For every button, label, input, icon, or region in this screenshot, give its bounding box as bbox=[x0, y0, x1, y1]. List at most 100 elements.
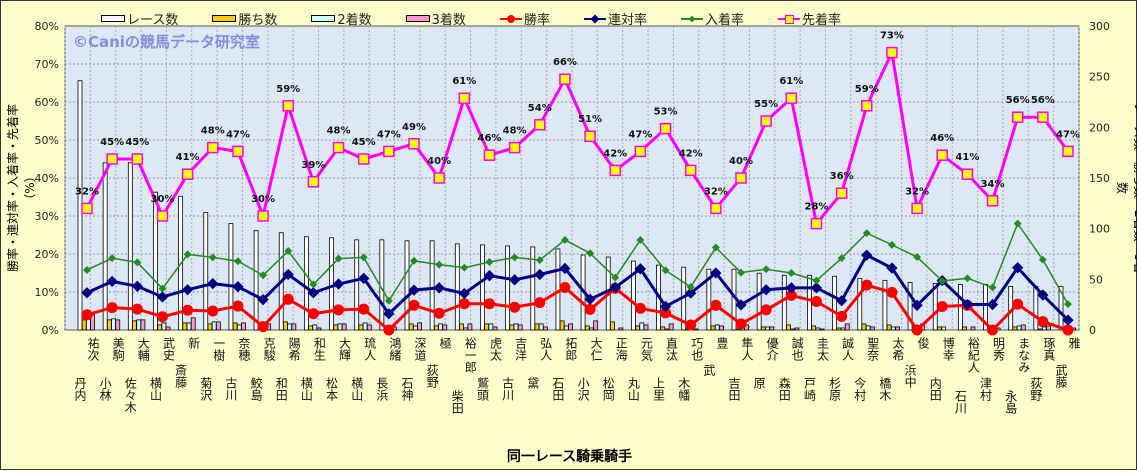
rentai-rate-point bbox=[207, 277, 219, 290]
senchaku-rate-point bbox=[1062, 145, 1074, 158]
x-label-given: 大輔 bbox=[136, 337, 151, 361]
rentai-rate-point bbox=[735, 299, 747, 311]
x-label-surname: 武藤 bbox=[1054, 364, 1068, 388]
x-label-surname: 木幡 bbox=[676, 377, 691, 401]
bar-races bbox=[404, 240, 410, 331]
win-rate-point bbox=[131, 303, 143, 315]
win-rate-point bbox=[458, 298, 470, 310]
bar-second bbox=[589, 327, 594, 331]
win-rate-point bbox=[1037, 316, 1049, 328]
senchaku-rate-label: 46% bbox=[930, 133, 954, 144]
bar-races bbox=[329, 237, 334, 331]
bar-wins bbox=[408, 323, 414, 331]
senchaku-rate-label: 30% bbox=[150, 194, 174, 205]
rentai-rate-point bbox=[559, 262, 571, 275]
bar-races bbox=[630, 260, 636, 331]
senchaku-rate-point bbox=[835, 187, 848, 199]
y-tick-left: 40% bbox=[35, 172, 59, 185]
legend-label: 勝ち数 bbox=[238, 13, 278, 28]
bar-third bbox=[844, 323, 850, 331]
win-rate-point bbox=[559, 281, 571, 293]
y-axis-right-title: レース数・勝ち数・2着数・3着数 bbox=[1115, 103, 1137, 274]
bar-second bbox=[136, 319, 142, 331]
rentai-rate-point bbox=[634, 263, 647, 275]
rentai-rate-point bbox=[408, 284, 420, 296]
bar-races bbox=[882, 279, 888, 331]
fukusho-rate-point bbox=[183, 250, 192, 259]
x-label-surname: 長浜 bbox=[374, 377, 389, 401]
bar-races bbox=[781, 274, 787, 331]
rentai-rate-line bbox=[86, 253, 1070, 322]
legend-wins: 勝ち数 bbox=[212, 9, 277, 28]
y-tick-left: 10% bbox=[35, 286, 59, 299]
senchaku-rate-label: 47% bbox=[377, 129, 401, 140]
senchaku-rate-point bbox=[1011, 111, 1024, 123]
rentai-rate-point bbox=[986, 298, 999, 311]
win-rate-point bbox=[861, 279, 873, 291]
x-label-given: 大輝 bbox=[337, 337, 352, 361]
y-tick-right: 250 bbox=[1089, 71, 1110, 84]
x-label-given: 正海 bbox=[614, 337, 629, 361]
fukusho-rate-point bbox=[410, 256, 418, 265]
senchaku-rate-label: 32% bbox=[704, 186, 728, 197]
x-label-surname: 津村 bbox=[978, 377, 993, 401]
legend-swatch bbox=[777, 14, 800, 24]
win-rate-point bbox=[156, 311, 168, 323]
bar-second bbox=[186, 322, 192, 331]
legend-races: レース数 bbox=[101, 9, 178, 28]
bar-wins bbox=[811, 325, 817, 331]
rentai-rate-point bbox=[181, 284, 194, 296]
bar-races bbox=[127, 162, 133, 331]
x-label-surname: 石川 bbox=[953, 390, 968, 414]
fukusho-rate-point bbox=[1013, 219, 1022, 228]
rentai-rate-point bbox=[332, 278, 345, 290]
x-label-surname: 今村 bbox=[852, 377, 867, 401]
senchaku-rate-label: 40% bbox=[427, 156, 451, 167]
bar-wins bbox=[836, 327, 842, 331]
bar-third bbox=[542, 326, 548, 331]
win-rate-point bbox=[584, 303, 596, 315]
senchaku-rate-point bbox=[559, 73, 571, 85]
win-rate-point bbox=[433, 307, 445, 319]
fukusho-rate-point bbox=[963, 274, 972, 283]
x-label-surname: 石田 bbox=[550, 377, 565, 401]
bar-third bbox=[719, 325, 724, 331]
bar-wins bbox=[433, 325, 439, 331]
senchaku-rate-point bbox=[534, 119, 546, 131]
bar-wins bbox=[660, 326, 666, 331]
senchaku-rate-label: 61% bbox=[452, 76, 476, 87]
bar-second bbox=[941, 326, 947, 331]
senchaku-rate-point bbox=[106, 153, 118, 165]
fukusho-rate-point bbox=[762, 265, 771, 274]
bar-wins bbox=[786, 324, 791, 331]
bar-second bbox=[161, 322, 167, 331]
bar-second bbox=[211, 321, 217, 331]
senchaku-rate-line bbox=[85, 47, 1070, 227]
bar-second bbox=[438, 323, 443, 331]
senchaku-rate-label: 41% bbox=[176, 152, 200, 163]
bar-races bbox=[153, 191, 158, 331]
bar-third bbox=[316, 327, 322, 331]
bar-third bbox=[140, 319, 146, 331]
y-tick-left: 50% bbox=[35, 134, 59, 147]
senchaku-rate-label: 45% bbox=[352, 137, 376, 148]
bar-wins bbox=[1037, 328, 1043, 331]
x-label-given: 弘人 bbox=[538, 337, 553, 361]
rentai-rate-point bbox=[886, 262, 898, 274]
win-rate-point bbox=[735, 318, 747, 330]
x-label-given: 新 bbox=[186, 337, 201, 349]
senchaku-rate-point bbox=[332, 141, 345, 154]
x-label-given: 聖奈 bbox=[865, 337, 880, 361]
bar-second bbox=[362, 322, 368, 331]
bar-wins bbox=[1012, 326, 1018, 331]
senchaku-rate-point bbox=[886, 46, 898, 59]
senchaku-rate-label: 48% bbox=[503, 126, 527, 137]
y-tick-right: 200 bbox=[1089, 121, 1110, 134]
x-label-given: 吉洋 bbox=[513, 337, 528, 361]
legend-swatch bbox=[680, 15, 703, 22]
fukusho-rate-point bbox=[460, 263, 469, 272]
win-rate-point bbox=[408, 299, 420, 311]
senchaku-rate-label: 54% bbox=[528, 103, 552, 114]
bar-third bbox=[90, 314, 95, 331]
bar-wins bbox=[333, 324, 339, 331]
